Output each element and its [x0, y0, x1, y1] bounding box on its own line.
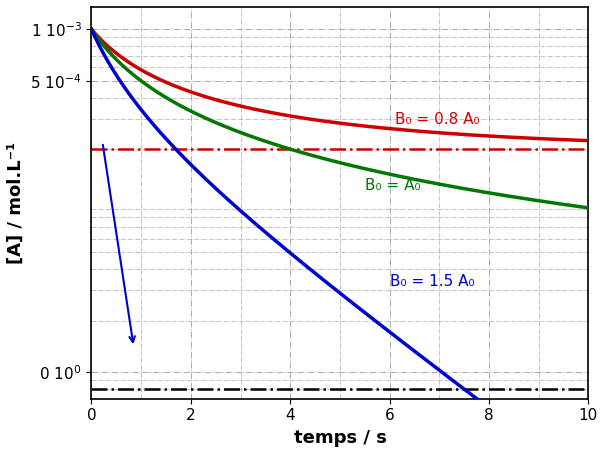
X-axis label: temps / s: temps / s [293, 429, 387, 447]
Text: B₀ = A₀: B₀ = A₀ [365, 178, 420, 193]
Y-axis label: [A] / mol.L⁻¹: [A] / mol.L⁻¹ [7, 142, 25, 264]
Text: B₀ = 1.5 A₀: B₀ = 1.5 A₀ [390, 274, 474, 289]
Text: B₀ = 0.8 A₀: B₀ = 0.8 A₀ [394, 112, 479, 127]
